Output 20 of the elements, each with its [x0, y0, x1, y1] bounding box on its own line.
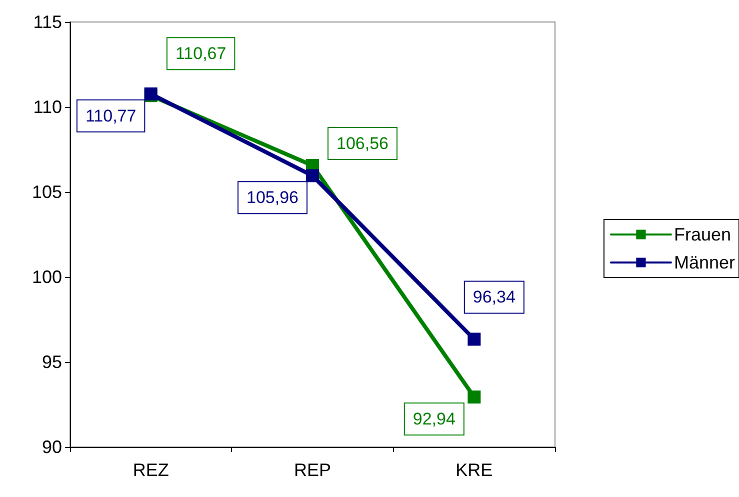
y-tick-label: 95	[42, 352, 62, 372]
text: 92,94	[412, 410, 456, 429]
text: 96,34	[472, 288, 516, 307]
x-tick-label: KRE	[456, 460, 493, 480]
point	[468, 332, 481, 346]
y-tick-label: 105	[32, 182, 62, 202]
x-tick-label: REZ	[132, 460, 169, 480]
legend-label: Männer	[674, 252, 736, 272]
y-tick-label: 90	[42, 437, 62, 457]
y-tick-label: 110	[33, 97, 62, 117]
text: 105,96	[246, 188, 298, 208]
x-tick-label: REP	[294, 460, 332, 480]
point	[468, 390, 481, 404]
text: 106,56	[336, 134, 388, 153]
text: 110,77	[85, 106, 136, 126]
y-tick-label: 115	[33, 12, 62, 32]
text: 110,67	[175, 44, 226, 64]
legend-label: Frauen	[674, 224, 732, 244]
point	[306, 169, 319, 182]
y-tick-label: 100	[32, 267, 62, 287]
